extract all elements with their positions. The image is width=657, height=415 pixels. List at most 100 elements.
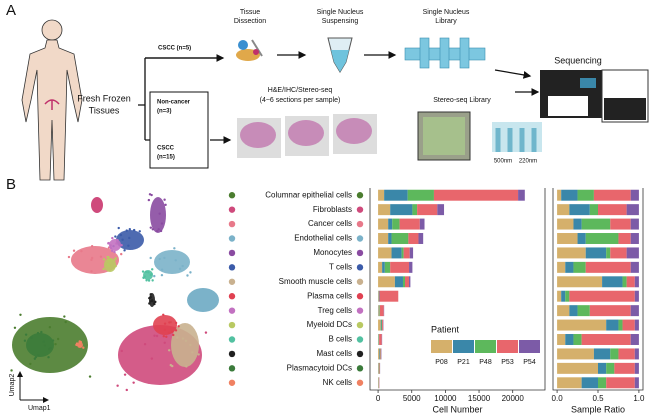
umap-cluster [91, 197, 103, 213]
legend-dot [228, 321, 236, 329]
umap-point [149, 256, 152, 260]
legend-dot [228, 235, 236, 242]
umap-cluster [171, 323, 199, 367]
bar-segment [419, 218, 425, 230]
bar-segment [392, 218, 400, 230]
bar-segment [589, 305, 631, 317]
umap-point [173, 247, 176, 250]
legend-swatch [475, 340, 496, 353]
legend-dot [228, 192, 236, 199]
library-icon [404, 37, 486, 69]
bar-segment [634, 348, 639, 360]
bar-segment [401, 247, 404, 259]
bar-segment [557, 334, 566, 345]
bar-segment [379, 290, 399, 302]
umap-point [128, 236, 131, 240]
umap-cluster [116, 230, 144, 250]
cell-type-label: T cells [329, 262, 352, 271]
umap-cluster [26, 333, 54, 357]
bar-segment [403, 247, 410, 259]
bar-segment [407, 189, 434, 201]
bar-segment [630, 233, 639, 244]
bar-segment [557, 204, 570, 216]
legend-dot [228, 365, 236, 372]
box-label: CSCC [157, 146, 175, 152]
bar-segment [573, 218, 582, 230]
umap-point [54, 342, 57, 346]
bar-segment [402, 276, 405, 288]
bar-segment [569, 290, 635, 302]
umap-point [99, 255, 103, 258]
sequencer-icon [540, 69, 649, 123]
bar-segment [390, 204, 413, 216]
umap-point [90, 245, 94, 248]
umap-point [132, 381, 135, 384]
bar-segment [598, 204, 627, 216]
umap-point [78, 345, 81, 348]
umap-cluster [154, 250, 190, 274]
step-label: Single Nucleus [317, 9, 364, 16]
bar-segment [408, 233, 419, 244]
bar-segment [409, 261, 413, 273]
x-tick-label: 0.5 [592, 394, 604, 403]
umap-point [186, 274, 189, 277]
umap-point [151, 268, 154, 271]
umap-point [143, 343, 147, 346]
bar-segment [378, 233, 389, 244]
legend-dot [356, 365, 364, 372]
legend-dot [356, 235, 364, 242]
bar-segment [409, 247, 414, 259]
bar-segment [577, 305, 590, 317]
umap-point [102, 258, 106, 261]
bar-segment [618, 233, 631, 244]
umap-point [90, 270, 93, 273]
legend-dot [228, 220, 236, 228]
x-tick-label: 5000 [403, 394, 421, 403]
cell-type-label: Columnar epithelial cells [265, 190, 352, 199]
branch-label: CSCC (n=5) [158, 46, 191, 52]
umap-y-label: Umap2 [9, 374, 16, 397]
bar-segment [557, 261, 566, 273]
legend-swatch [519, 340, 540, 353]
bar-segment [433, 189, 519, 201]
bar-segment [573, 334, 582, 345]
umap-point [174, 329, 178, 332]
cell-type-label: Smooth muscle cells [279, 277, 352, 286]
umap-point [153, 302, 156, 306]
umap-point [185, 365, 188, 368]
umap-point [102, 267, 105, 271]
umap-point [114, 264, 117, 268]
tissue-sections [237, 114, 377, 158]
bar-segment [388, 233, 392, 244]
umap-point [125, 229, 128, 232]
bar-segment [378, 290, 379, 302]
legend-swatch [431, 340, 452, 353]
umap-point [19, 313, 22, 316]
x-axis-label: Cell Number [432, 404, 482, 414]
umap-cluster [150, 197, 166, 233]
bar-segment [378, 247, 392, 259]
bar-segment [626, 247, 639, 259]
bar-segment [557, 276, 603, 288]
legend-dot [356, 249, 364, 257]
umap-point [148, 296, 151, 300]
umap-point [163, 322, 167, 325]
human-figure [21, 19, 83, 181]
umap-point [168, 321, 171, 324]
umap-point [177, 325, 180, 328]
bar-segment [557, 290, 562, 302]
bar-segment [384, 189, 408, 201]
legend-dot [356, 307, 364, 314]
bar-segment [380, 319, 382, 331]
umap-point [155, 334, 159, 338]
bar-segment [606, 362, 615, 374]
umap-point [33, 357, 37, 360]
tissue-label: Tissues [89, 105, 120, 115]
umap-point [149, 226, 153, 229]
umap-point [147, 198, 151, 202]
umap-point [90, 258, 93, 262]
umap [10, 193, 219, 392]
bar-segment [378, 189, 385, 201]
bar-segment [378, 305, 379, 317]
bar-segment [557, 362, 598, 374]
